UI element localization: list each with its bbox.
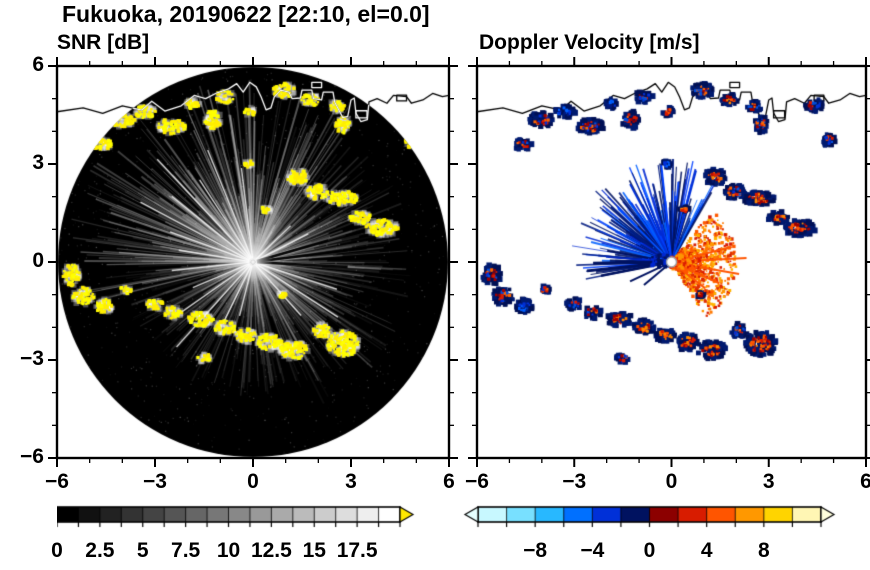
colorbar-tick-label: 0 — [643, 539, 656, 562]
x-tick-label: −6 — [465, 470, 489, 493]
colorbar-tick-label: 10 — [216, 539, 241, 562]
x-tick-label: 6 — [443, 470, 455, 493]
velocity-colorbar — [463, 505, 836, 535]
colorbar-tick-label: −8 — [523, 539, 548, 562]
figure-title: Fukuoka, 20190622 [22:10, el=0.0] — [62, 1, 430, 27]
y-tick-label: 0 — [32, 249, 44, 272]
colorbar-tick-label: −4 — [580, 539, 605, 562]
x-tick-label: 3 — [345, 470, 357, 493]
colorbar-tick-label: 15 — [302, 539, 326, 562]
colorbar-tick-label: 7.5 — [171, 539, 201, 562]
y-tick-label: −3 — [20, 347, 44, 370]
snr-plot-image — [57, 66, 449, 458]
y-tick-label: 6 — [32, 53, 44, 76]
x-tick-label: 0 — [247, 470, 259, 493]
colorbar-tick-label: 5 — [136, 539, 149, 562]
snr-panel — [48, 57, 458, 467]
colorbar-tick-label: 8 — [757, 539, 770, 562]
colorbar-tick-label: 12.5 — [250, 539, 292, 562]
x-tick-label: 3 — [762, 470, 775, 493]
doppler-panel — [468, 57, 870, 467]
x-tick-label: −3 — [143, 470, 167, 493]
y-tick-label: −6 — [20, 445, 44, 468]
y-tick-label: 3 — [32, 151, 44, 174]
colorbar-tick-label: 17.5 — [336, 539, 378, 562]
colorbar-tick-label: 0 — [51, 539, 63, 562]
snr-colorbar — [57, 505, 420, 535]
snr-panel-title: SNR [dB] — [57, 31, 150, 54]
doppler-plot-image — [477, 66, 866, 458]
x-tick-label: 0 — [665, 470, 678, 493]
doppler-axes-frame — [468, 57, 870, 467]
x-tick-label: −6 — [45, 470, 69, 493]
doppler-panel-title: Doppler Velocity [m/s] — [479, 31, 700, 54]
x-tick-label: −3 — [562, 470, 587, 493]
colorbar-tick-label: 4 — [700, 539, 713, 562]
colorbar-tick-label: 2.5 — [85, 539, 115, 562]
snr-axes-frame — [48, 57, 458, 467]
x-tick-label: 6 — [860, 470, 870, 493]
